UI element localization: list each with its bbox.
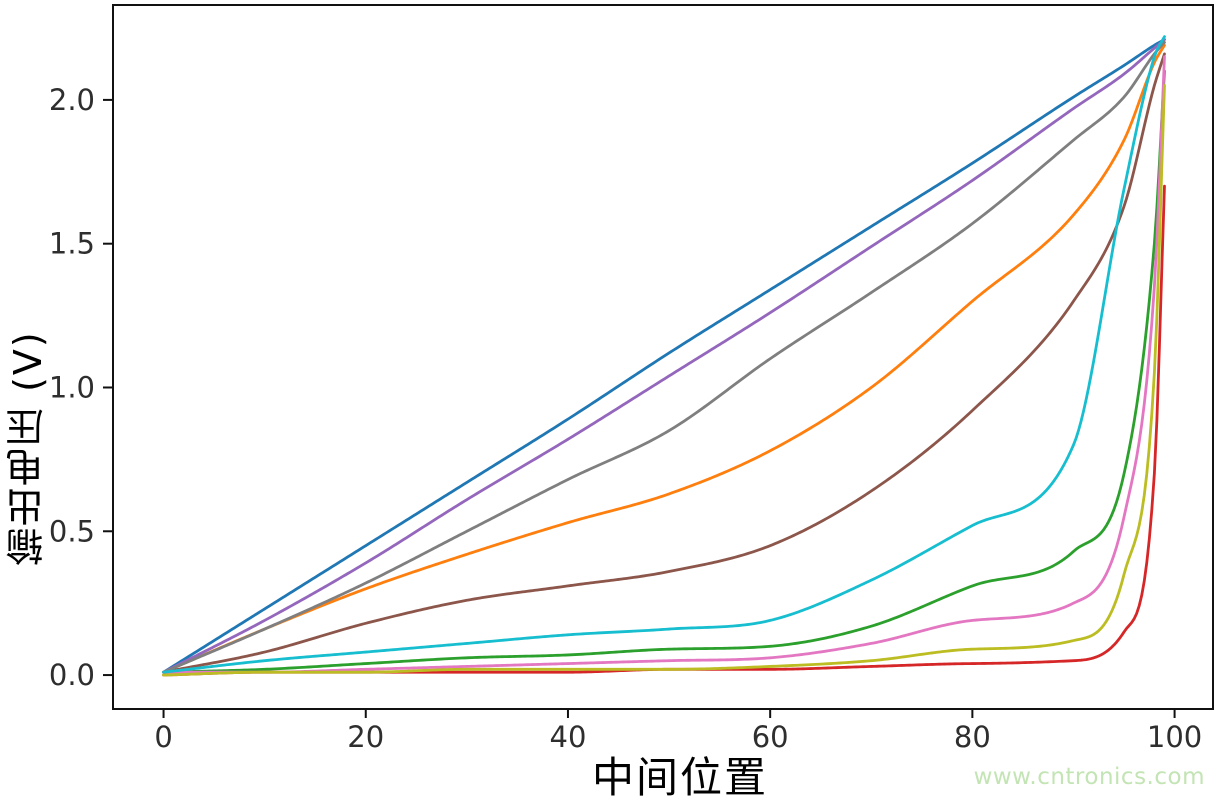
x-tick-label: 100: [1147, 720, 1202, 754]
curve-2-orange: [162, 43, 1166, 674]
x-tick-label: 40: [550, 720, 587, 754]
y-tick-label: 2.0: [49, 83, 95, 117]
curve-3-green: [162, 69, 1166, 674]
curve-7-pink: [162, 55, 1166, 674]
y-tick-label: 0.5: [49, 514, 95, 548]
curve-1-blue: [162, 38, 1166, 674]
curve-8-gray: [162, 40, 1166, 674]
x-tick-label: 20: [347, 720, 384, 754]
curve-4-red: [162, 184, 1166, 677]
watermark-text: www.cntronics.com: [973, 764, 1205, 790]
y-tick-label: 0.0: [49, 658, 95, 692]
curve-9-olive: [162, 84, 1166, 677]
axes-frame: [112, 4, 1214, 710]
x-tick-label: 80: [954, 720, 991, 754]
x-tick-label: 60: [752, 720, 789, 754]
y-tick-label: 1.0: [49, 370, 95, 404]
curve-10-cyan: [162, 35, 1166, 674]
curve-6-brown: [162, 52, 1166, 674]
x-tick-label: 0: [154, 720, 172, 754]
curve-5-purple: [162, 38, 1166, 674]
y-axis-label: 输出电压 (V): [6, 330, 50, 566]
y-tick-label: 1.5: [49, 227, 95, 261]
x-axis-label: 中间位置: [591, 753, 768, 798]
